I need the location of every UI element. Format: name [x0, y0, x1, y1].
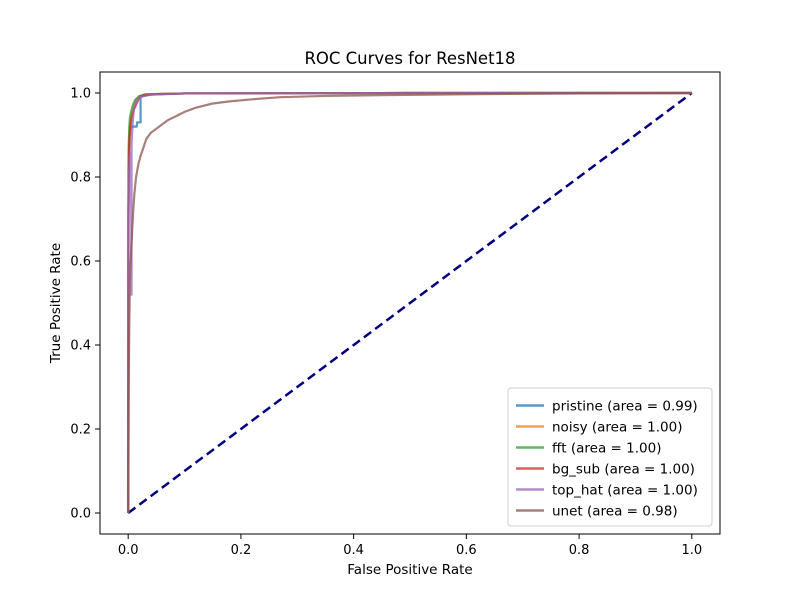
y-tick-label: 0.8	[70, 171, 91, 186]
x-axis-ticks: 0.0 0.2 0.4 0.6 0.8 1.0	[118, 534, 702, 558]
x-tick-label: 0.6	[456, 543, 477, 558]
y-tick-label: 0.2	[70, 423, 91, 438]
x-tick-label: 1.0	[681, 543, 702, 558]
x-tick-label: 0.8	[569, 543, 590, 558]
y-tick-label: 1.0	[70, 87, 91, 102]
y-tick-label: 0.6	[70, 255, 91, 270]
series-line-5	[127, 91, 692, 514]
legend-label: unet (area = 0.98)	[552, 504, 678, 520]
x-tick-label: 0.0	[118, 543, 139, 558]
legend-label: pristine (area = 0.99)	[552, 399, 698, 415]
legend-label: bg_sub (area = 1.00)	[552, 462, 695, 478]
x-tick-label: 0.2	[231, 543, 252, 558]
legend-label: fft (area = 1.00)	[552, 441, 661, 457]
reference-diagonal-line	[127, 91, 693, 515]
legend: pristine (area = 0.99) noisy (area = 1.00…	[507, 387, 713, 527]
y-tick-label: 0.0	[70, 507, 91, 522]
y-axis-ticks: 0.0 0.2 0.4 0.6 0.8 1.0	[70, 87, 100, 522]
plot-area	[99, 71, 721, 535]
x-tick-label: 0.4	[343, 543, 364, 558]
legend-label: noisy (area = 1.00)	[552, 420, 682, 436]
axes-frame	[99, 71, 721, 535]
series-line-4	[127, 91, 692, 514]
y-axis-label: True Positive Rate	[48, 243, 64, 364]
legend-box	[507, 387, 713, 527]
x-axis-label: False Positive Rate	[347, 562, 472, 578]
y-tick-label: 0.4	[70, 339, 91, 354]
legend-label: top_hat (area = 1.00)	[552, 483, 698, 499]
chart-title: ROC Curves for ResNet18	[304, 49, 515, 68]
